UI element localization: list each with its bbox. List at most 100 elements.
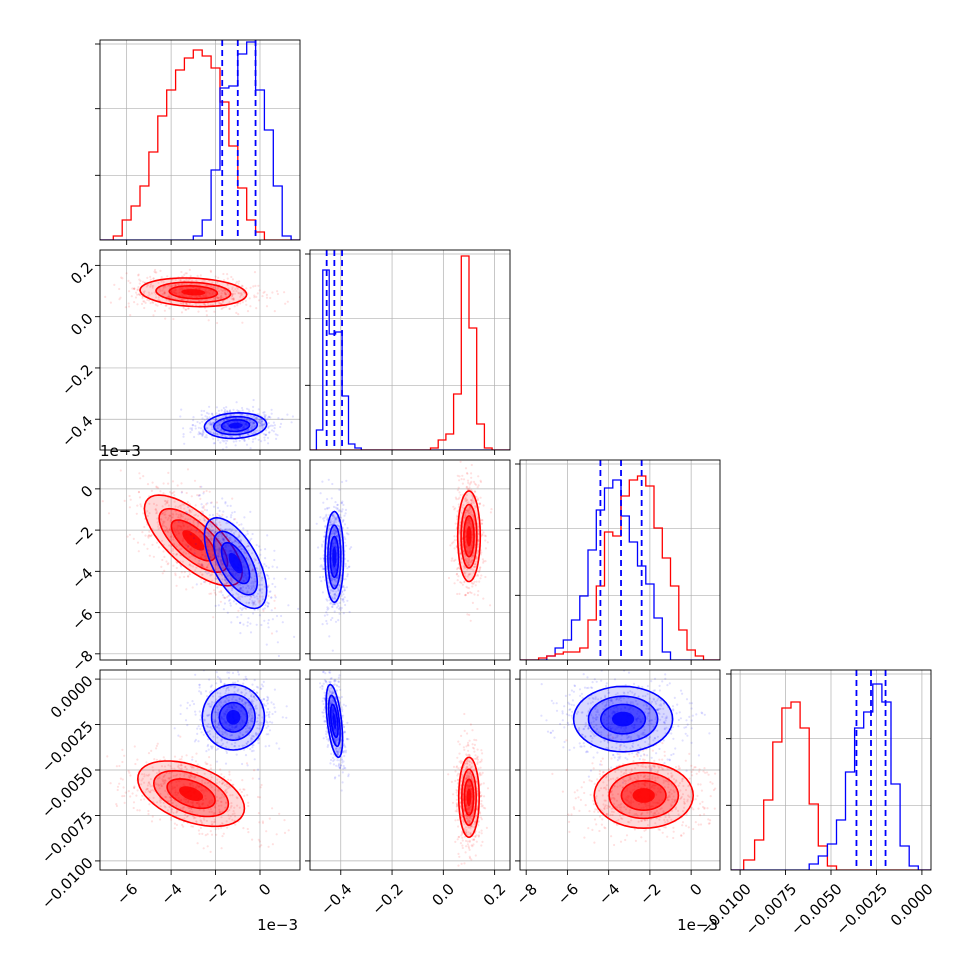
scatter-point — [222, 596, 225, 599]
scatter-point — [205, 434, 208, 437]
scatter-point — [208, 756, 211, 759]
scatter-point — [180, 408, 183, 411]
scatter-point — [336, 503, 339, 507]
scatter-point — [165, 527, 169, 530]
scatter-point — [247, 429, 250, 432]
scatter-point — [240, 587, 243, 590]
scatter-point — [236, 583, 239, 586]
scatter-point — [236, 804, 239, 807]
scatter-point — [471, 582, 474, 585]
scatter-point — [177, 513, 180, 517]
scatter-point — [477, 484, 480, 487]
scatter-point — [268, 720, 272, 724]
scatter-point — [258, 614, 261, 617]
scatter-point — [255, 685, 258, 689]
scatter-point — [143, 306, 146, 310]
scatter-point — [180, 758, 183, 761]
scatter-point — [247, 419, 251, 423]
scatter-point — [243, 694, 246, 697]
scatter-point — [344, 562, 347, 566]
scatter-point — [168, 299, 171, 302]
scatter-point — [469, 619, 472, 622]
scatter-point — [136, 293, 139, 296]
y-tick-label: 0 — [77, 482, 96, 501]
scatter-point — [332, 603, 335, 606]
scatter-point — [178, 576, 181, 579]
scatter-point — [219, 532, 222, 535]
scatter-point — [198, 690, 201, 693]
scatter-point — [250, 537, 253, 541]
scatter-point — [331, 596, 334, 599]
scatter-point — [184, 719, 188, 722]
scatter-point — [201, 564, 204, 568]
scatter-point — [172, 547, 175, 551]
scatter-point — [209, 423, 212, 426]
scatter-point — [247, 428, 250, 431]
scatter-point — [187, 506, 190, 509]
scatter-point — [164, 503, 167, 506]
scatter-point — [484, 547, 487, 550]
scatter-point — [329, 618, 333, 622]
scatter-point — [276, 566, 279, 569]
panel-p10: −0.4−0.20.00.2 — [58, 249, 301, 455]
scatter-point — [271, 429, 274, 432]
scatter-point — [253, 431, 256, 434]
contour-line — [155, 281, 232, 304]
scatter-point — [188, 704, 192, 707]
scatter-point — [341, 480, 344, 484]
scatter-point — [187, 545, 190, 548]
scatter-point — [211, 521, 214, 524]
scatter-point — [276, 292, 279, 296]
scatter-point — [244, 430, 247, 433]
scatter-point — [246, 532, 249, 535]
scatter-point — [115, 765, 118, 768]
contour-line — [460, 503, 478, 569]
scatter-point — [264, 557, 267, 560]
scatter-point — [346, 526, 349, 530]
scatter-point — [185, 283, 188, 286]
scatter-point — [230, 804, 233, 808]
scatter-point — [174, 553, 178, 556]
scatter-point — [466, 498, 469, 502]
scatter-point — [217, 427, 220, 430]
scatter-point — [456, 592, 459, 596]
scatter-point — [462, 565, 465, 568]
scatter-point — [163, 520, 166, 523]
scatter-point — [246, 624, 249, 627]
scatter-point — [459, 581, 462, 584]
scatter-point — [218, 572, 221, 575]
scatter-point — [211, 519, 214, 522]
scatter-point — [200, 562, 203, 565]
scatter-point — [317, 546, 320, 549]
scatter-point — [246, 740, 249, 743]
scatter-point — [191, 508, 194, 511]
scatter-point — [199, 485, 202, 488]
scatter-point — [173, 500, 176, 503]
scatter-point — [257, 713, 260, 717]
scatter-point — [137, 274, 140, 277]
scatter-point — [476, 574, 480, 577]
scatter-point — [174, 574, 177, 577]
scatter-point — [331, 514, 334, 517]
scatter-point — [210, 428, 213, 431]
scatter-point — [239, 294, 243, 297]
scatter-point — [181, 302, 184, 305]
scatter-point — [210, 539, 213, 542]
scatter-point — [238, 434, 241, 437]
scatter-point — [257, 777, 261, 780]
scatter-point — [230, 621, 233, 624]
scatter-point — [166, 518, 169, 522]
scatter-point — [214, 593, 217, 596]
scatter-point — [245, 418, 248, 421]
scatter-point — [139, 294, 142, 297]
scatter-point — [175, 584, 178, 587]
scatter-point — [257, 723, 260, 726]
scatter-point — [153, 270, 156, 273]
density-fill — [228, 552, 243, 574]
scatter-point — [224, 746, 227, 749]
scatter-point — [157, 486, 160, 489]
scatter-point — [458, 531, 461, 534]
scatter-point — [453, 508, 456, 511]
scatter-point — [476, 594, 479, 597]
scatter-point — [150, 489, 153, 492]
